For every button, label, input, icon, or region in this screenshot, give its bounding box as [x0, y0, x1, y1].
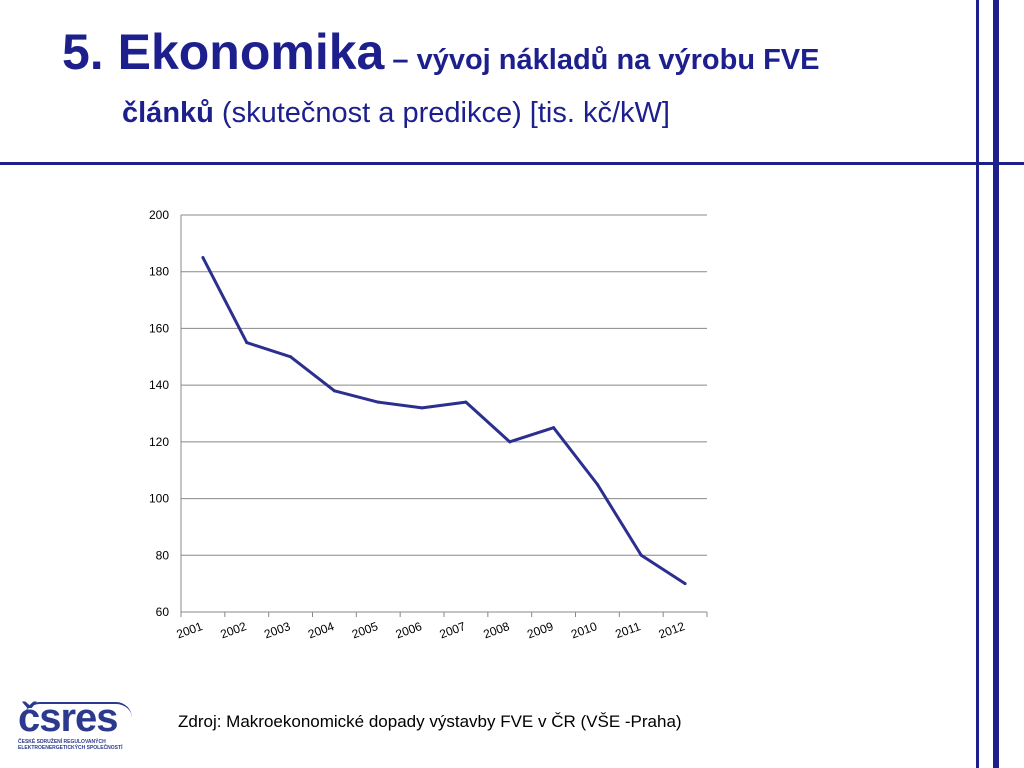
data-point [420, 406, 424, 410]
x-tick-label: 2008 [481, 619, 511, 641]
y-tick-label: 200 [149, 208, 169, 222]
y-tick-label: 120 [149, 435, 169, 449]
vertical-decor-line-thick [993, 0, 999, 768]
x-tick-label: 2001 [175, 619, 205, 641]
title-main: 5. Ekonomika [62, 24, 385, 80]
header-divider-line [0, 162, 1024, 165]
x-tick-label: 2004 [306, 619, 336, 641]
data-point [683, 582, 687, 586]
y-tick-label: 100 [149, 492, 169, 506]
y-tick-label: 60 [156, 605, 170, 619]
x-tick-label: 2005 [350, 619, 380, 641]
csres-logo: čsres ČESKÉ SDRUŽENÍ REGULOVANÝCH ELEKTR… [14, 696, 139, 756]
data-point [464, 400, 468, 404]
x-tick-label: 2002 [218, 619, 248, 641]
data-point [595, 482, 599, 486]
logo-arc-icon [24, 702, 132, 718]
slide-title: 5. Ekonomika – vývoj nákladů na výrobu F… [62, 22, 962, 131]
y-tick-label: 80 [156, 548, 170, 562]
logo-wordmark: čsres [18, 696, 119, 740]
x-tick-label: 2007 [438, 619, 468, 641]
line-chart: 60 80 100 120 140 160 180 200 2001 2002 2003 2004 20… [149, 208, 708, 641]
y-tick-label: 180 [149, 265, 169, 279]
vertical-decor-line-thin [976, 0, 979, 768]
data-point [508, 440, 512, 444]
x-tick-label: 2011 [613, 619, 642, 641]
data-point [376, 400, 380, 404]
data-point [639, 553, 643, 557]
data-point [201, 256, 205, 260]
data-point [245, 341, 249, 345]
title-line2-rest: (skutečnost a predikce) [tis. kč/kW] [213, 97, 670, 129]
data-point [332, 389, 336, 393]
data-point [289, 355, 293, 359]
data-point [552, 426, 556, 430]
logo-subtitle-line2: ELEKTROENERGETICKÝCH SPOLEČNOSTÍ [18, 745, 123, 751]
x-tick-label: 2006 [394, 619, 424, 641]
x-tick-label: 2010 [569, 619, 599, 641]
logo-subtitle-line1: ČESKÉ SDRUŽENÍ REGULOVANÝCH [18, 739, 106, 745]
x-tick-label: 2009 [525, 619, 555, 641]
series-line [201, 256, 686, 585]
y-tick-label: 140 [149, 378, 169, 392]
x-tick-label: 2003 [262, 619, 292, 641]
logo-subtitle: ČESKÉ SDRUŽENÍ REGULOVANÝCH ELEKTROENERG… [18, 739, 122, 751]
y-tick-label: 160 [149, 321, 169, 335]
source-note: Zdroj: Makroekonomické dopady výstavby F… [178, 712, 682, 731]
title-line2-bold: článků [122, 97, 214, 129]
title-rest: – vývoj nákladů na výrobu FVE [384, 44, 820, 76]
x-tick-label: 2012 [657, 619, 687, 641]
